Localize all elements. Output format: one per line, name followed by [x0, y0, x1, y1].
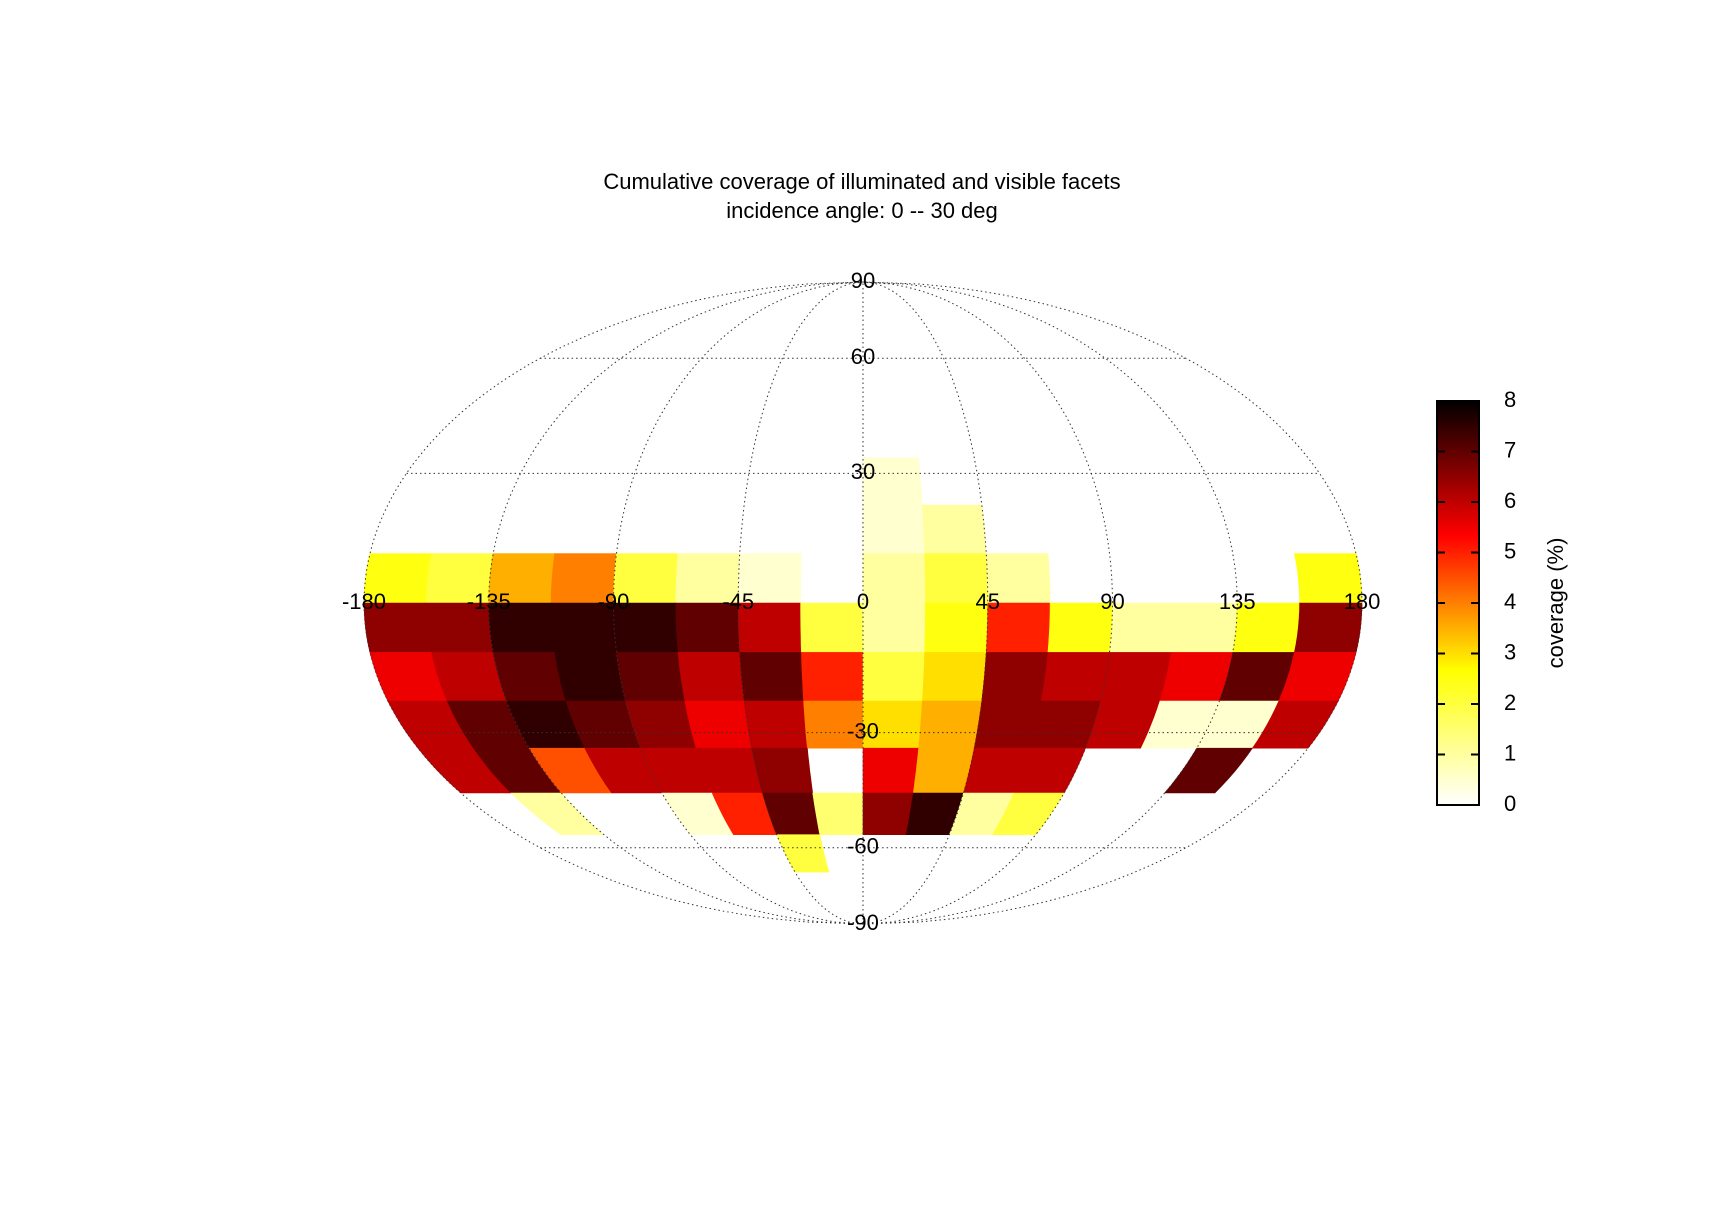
chart-title: Cumulative coverage of illuminated and v…	[603, 169, 1120, 194]
cell	[677, 652, 745, 702]
x-tick-label: -45	[722, 589, 754, 614]
cell	[991, 792, 1065, 835]
cell	[981, 652, 1049, 702]
cell	[973, 700, 1042, 749]
meridian-grid-line	[737, 281, 864, 925]
cell	[922, 652, 987, 702]
colorbar-tick-label: 4	[1504, 589, 1516, 614]
y-tick-label: 90	[851, 268, 875, 293]
chart-subtitle: incidence angle: 0 -- 30 deg	[726, 198, 998, 223]
cell	[800, 602, 864, 653]
colorbar-tick-label: 8	[1504, 387, 1516, 412]
x-tick-label: 0	[857, 589, 869, 614]
colorbar-tick-label: 5	[1504, 538, 1516, 563]
cell	[1040, 652, 1110, 702]
y-tick-label: 60	[851, 344, 875, 369]
cell	[862, 792, 914, 835]
y-tick-label: -30	[847, 718, 879, 743]
cell	[1100, 652, 1172, 702]
cell	[918, 700, 983, 749]
cell	[751, 747, 814, 794]
cell	[862, 553, 926, 604]
meridian-grid-line	[612, 281, 864, 925]
cell	[684, 700, 753, 749]
cell	[1163, 747, 1253, 794]
colorbar-tick-label: 6	[1504, 488, 1516, 513]
cell	[922, 504, 987, 554]
cell	[616, 652, 686, 702]
labels: -180 -135 -90 -45 0 45 90 135 180 -90 -60 -30 30 60 90	[342, 268, 1380, 935]
cell	[492, 652, 567, 702]
cell	[862, 504, 925, 554]
cell	[812, 792, 864, 835]
y-tick-label: -90	[847, 910, 879, 935]
cell	[862, 652, 925, 702]
meridian-grid-line	[862, 281, 1114, 925]
cell	[554, 652, 626, 702]
meridian-grid-line	[862, 281, 989, 925]
colorbar-tick-label: 1	[1504, 740, 1516, 765]
cell	[862, 747, 919, 794]
y-tick-label: -60	[847, 834, 879, 859]
cell	[510, 792, 605, 835]
meridian-grid-line	[862, 281, 1363, 925]
colorbar-tick-label: 2	[1504, 690, 1516, 715]
cell	[862, 602, 926, 653]
x-tick-label: 90	[1100, 589, 1124, 614]
x-tick-label: -90	[598, 589, 630, 614]
cell	[743, 700, 808, 749]
x-tick-label: 180	[1344, 589, 1381, 614]
cells	[363, 457, 1363, 873]
colorbar-tick-label: 3	[1504, 639, 1516, 664]
cell	[801, 652, 864, 702]
colorbar-tick-label: 7	[1504, 437, 1516, 462]
cell	[739, 652, 804, 702]
x-tick-label: -135	[467, 589, 511, 614]
grid	[363, 281, 1363, 925]
x-tick-label: -180	[342, 589, 386, 614]
x-tick-label: 45	[976, 589, 1000, 614]
x-tick-label: 135	[1219, 589, 1256, 614]
y-tick-label: 30	[851, 459, 875, 484]
colorbar-label: coverage (%)	[1543, 538, 1568, 669]
cell	[776, 834, 830, 873]
colorbar-tick-label: 0	[1504, 791, 1516, 816]
